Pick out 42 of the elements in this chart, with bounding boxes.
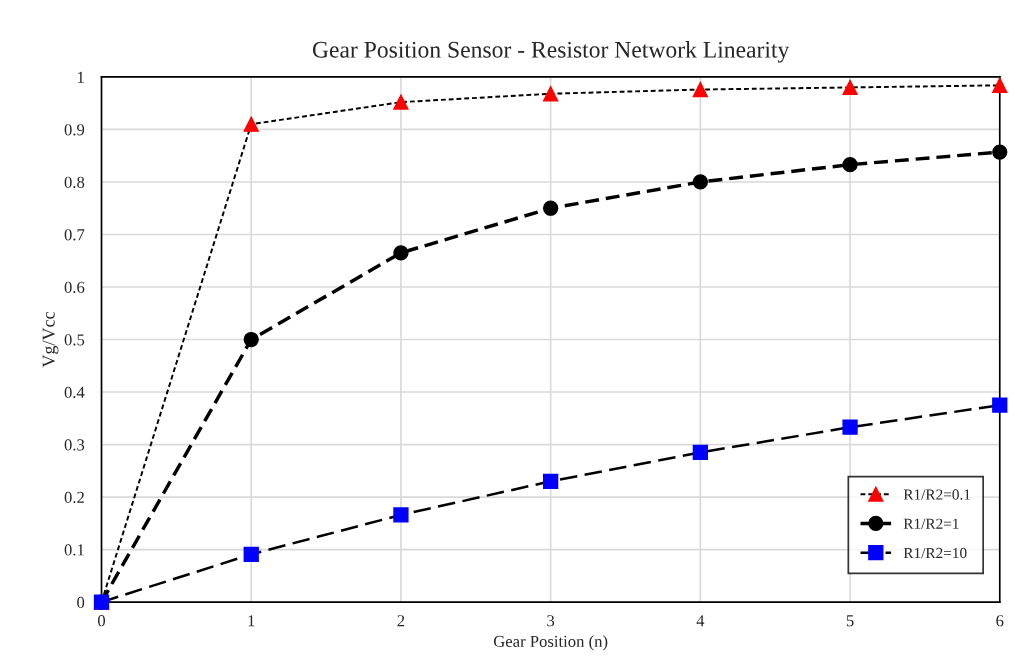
point [842, 419, 858, 435]
point [992, 397, 1008, 413]
point [992, 144, 1008, 160]
y-tick-label: 0.1 [64, 544, 84, 556]
point [992, 77, 1008, 93]
y-tick-label: 0.2 [64, 491, 84, 504]
y-tick-label: 0.4 [64, 386, 85, 399]
legend-label: R1/R2=10 [903, 547, 967, 559]
x-tick-label: 6 [996, 615, 1004, 627]
legend-label: R1/R2=0.1 [903, 489, 971, 500]
y-tick-label: 0.8 [64, 176, 85, 188]
x-tick-label: 3 [547, 615, 555, 627]
y-tick-label: 0.9 [64, 124, 85, 136]
point [692, 81, 708, 98]
x-tick-label: 0 [97, 615, 106, 627]
point [243, 546, 259, 562]
point [842, 156, 858, 173]
point [542, 86, 559, 102]
y-tick-label: 0 [77, 596, 85, 609]
y-axis-title: Vg/Vcc [42, 312, 59, 368]
chart-title: Gear Position Sensor - Resistor Network Linearity [312, 41, 790, 63]
point [243, 116, 259, 132]
point [692, 174, 708, 190]
point [542, 473, 559, 489]
point [842, 79, 858, 96]
point [393, 245, 409, 261]
y-tick-label: 0.6 [64, 281, 85, 294]
point [393, 507, 409, 523]
y-tick-label: 1 [77, 71, 84, 83]
legend-label: R1/R2=1 [903, 518, 959, 529]
y-tick-label: 0.3 [64, 439, 85, 451]
x-tick-label: 4 [696, 615, 705, 627]
x-axis-title: Gear Position (n) [493, 635, 608, 651]
point [243, 331, 259, 348]
point [692, 444, 708, 461]
x-tick-label: 5 [846, 615, 854, 627]
point [393, 94, 409, 110]
x-tick-label: 2 [397, 615, 405, 627]
y-tick-label: 0.7 [64, 229, 85, 241]
x-tick-label: 1 [248, 615, 255, 627]
y-tick-label: 0.5 [64, 334, 85, 346]
point [542, 200, 559, 216]
